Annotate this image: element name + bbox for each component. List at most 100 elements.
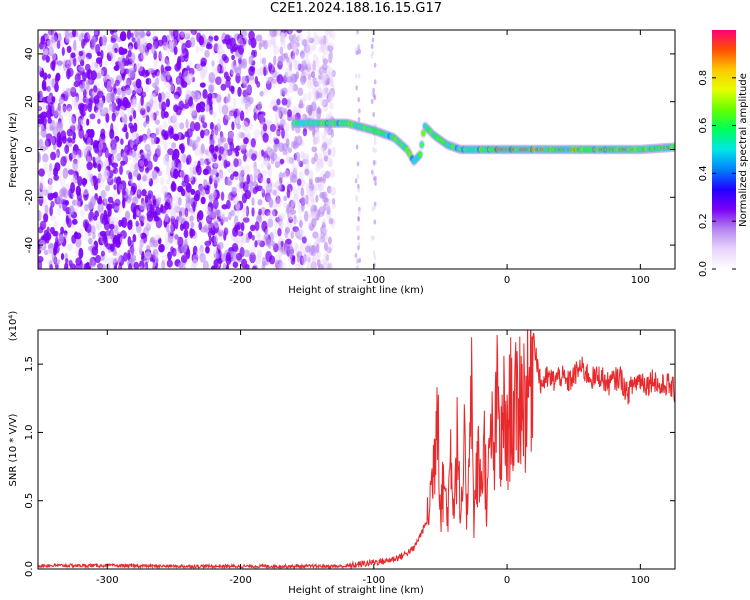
colorbar-tick-label: 0.8 bbox=[698, 70, 709, 86]
spectrogram-cell bbox=[280, 35, 284, 47]
spectrogram-cell bbox=[179, 170, 185, 178]
spectrogram-cell bbox=[100, 128, 106, 137]
spectrogram-cell bbox=[74, 123, 79, 133]
spectrogram-cell bbox=[48, 179, 54, 190]
spectrogram-cell bbox=[60, 226, 65, 234]
spectrogram-cell bbox=[274, 160, 281, 169]
spectrogram-cell bbox=[54, 258, 61, 265]
spectrogram-cell bbox=[47, 258, 54, 265]
spectrogram-cell bbox=[52, 246, 58, 256]
spectrogram-cell bbox=[105, 113, 110, 123]
spectrogram-cell bbox=[264, 228, 269, 239]
spectrogram-cell bbox=[262, 132, 269, 143]
spectrogram-cell bbox=[266, 119, 270, 127]
spectrogram-cell bbox=[229, 69, 234, 77]
spectrogram-cell bbox=[372, 147, 375, 153]
spectrogram-cell bbox=[271, 209, 278, 217]
spectrogram-cell bbox=[253, 49, 258, 58]
spectrogram-cell bbox=[142, 135, 147, 144]
spectrogram-cell bbox=[93, 215, 98, 221]
spectrogram-cell bbox=[126, 106, 133, 118]
spectrogram-cell bbox=[152, 30, 156, 40]
spectrogram-cell bbox=[328, 136, 333, 147]
spectrogram-cell bbox=[145, 114, 150, 125]
snr-x-label: Height of straight line (km) bbox=[288, 585, 424, 596]
spectrogram-cell bbox=[70, 182, 76, 194]
spectrogram-cell bbox=[179, 134, 185, 140]
spectrogram-cell bbox=[221, 66, 227, 73]
spectrogram-cell bbox=[311, 156, 316, 165]
spectrogram-cell bbox=[195, 45, 200, 54]
spectrogram-cell bbox=[109, 243, 115, 252]
spectrogram-cell bbox=[254, 221, 260, 231]
spectrogram-cell bbox=[160, 72, 166, 82]
x-tick-label: 0 bbox=[504, 575, 510, 586]
spectrogram-cell bbox=[248, 66, 255, 76]
spectrogram-cell bbox=[132, 155, 139, 164]
spectrogram-cell bbox=[218, 104, 224, 114]
spectrogram-cell bbox=[321, 135, 327, 145]
spectrogram-cell bbox=[418, 152, 422, 157]
spectrogram-cell bbox=[303, 254, 307, 262]
spectrogram-cell bbox=[319, 258, 326, 266]
spectrogram-cell bbox=[197, 210, 204, 221]
spectrogram-cell bbox=[357, 43, 361, 49]
spectrogram-cell bbox=[75, 56, 80, 66]
spectrogram-x-label: Height of straight line (km) bbox=[288, 285, 424, 296]
spectrogram-cell bbox=[77, 33, 83, 40]
spectrogram-cell bbox=[135, 78, 142, 89]
spectrogram-cell bbox=[47, 177, 53, 186]
spectrogram-cell bbox=[212, 134, 218, 141]
spectrogram-cell bbox=[217, 49, 222, 57]
spectrogram-cell bbox=[165, 164, 171, 176]
spectrogram-cell bbox=[287, 147, 292, 153]
spectrogram-cell bbox=[286, 188, 291, 199]
spectrogram-cell bbox=[65, 36, 71, 44]
spectrogram-cell bbox=[107, 169, 114, 179]
spectrogram-cell bbox=[86, 161, 93, 171]
spectrogram-cell bbox=[267, 238, 272, 250]
spectrogram-cell bbox=[220, 191, 225, 201]
spectrogram-cell bbox=[38, 139, 44, 149]
spectrogram-cell bbox=[203, 224, 208, 233]
spectrogram-cell bbox=[202, 88, 208, 99]
spectrogram-cell bbox=[371, 206, 375, 212]
spectrogram-cell bbox=[43, 213, 49, 223]
spectrogram-cell bbox=[39, 179, 45, 191]
spectrogram-cell bbox=[232, 98, 237, 109]
spectrogram-cell bbox=[211, 190, 217, 199]
spectrogram-cell bbox=[373, 79, 377, 85]
spectrogram-cell bbox=[288, 157, 295, 164]
x-tick-label: -200 bbox=[229, 575, 252, 586]
spectrogram-cell bbox=[254, 75, 259, 85]
spectrogram-cell bbox=[137, 63, 144, 72]
spectrogram-cell bbox=[178, 216, 183, 224]
spectrogram-cell bbox=[102, 233, 106, 242]
spectrogram-cell bbox=[236, 33, 244, 45]
spectrogram-cell bbox=[164, 191, 168, 203]
spectrogram-cell bbox=[321, 87, 329, 96]
spectrogram-cell bbox=[372, 250, 376, 256]
spectrogram-cell bbox=[88, 97, 96, 104]
spectrogram-cell bbox=[47, 192, 54, 201]
spectrogram-cell bbox=[257, 150, 262, 162]
spectrogram-cell bbox=[198, 184, 204, 193]
spectrogram-cell bbox=[233, 209, 240, 218]
spectrogram-cell bbox=[56, 195, 64, 205]
spectrogram-cell bbox=[188, 138, 193, 148]
spectrogram-cell bbox=[168, 41, 174, 51]
spectrogram-cell bbox=[294, 151, 301, 162]
spectrogram-cell bbox=[87, 168, 91, 178]
spectrogram-cell bbox=[190, 207, 194, 216]
spectrogram-cell bbox=[236, 123, 242, 130]
spectrogram-cell bbox=[85, 145, 93, 152]
spectrogram-cell bbox=[118, 262, 123, 269]
spectrogram-cell bbox=[191, 259, 199, 267]
spectrogram-cell bbox=[103, 197, 109, 204]
spectrogram-cell bbox=[74, 263, 81, 269]
spectrogram-cell bbox=[243, 164, 251, 175]
spectrogram-cell bbox=[293, 194, 299, 200]
spectrogram-cell bbox=[357, 183, 360, 189]
y-tick-label: 0.0 bbox=[24, 561, 35, 577]
snr-y-ticks: 0.0 0.5 1.0 1.5 bbox=[24, 356, 675, 577]
